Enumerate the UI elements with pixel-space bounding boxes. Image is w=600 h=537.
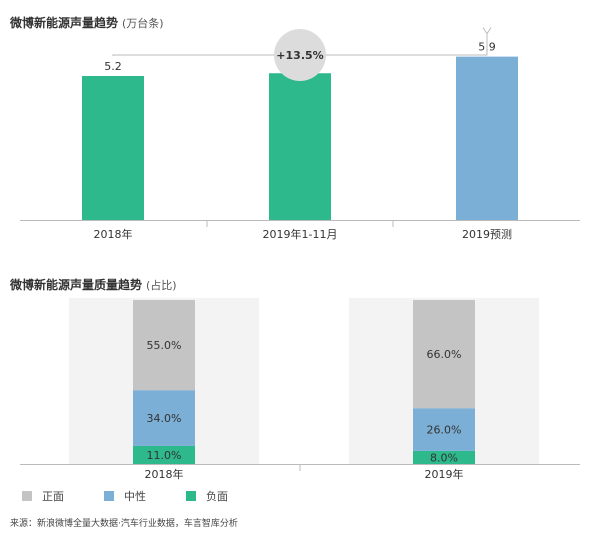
chart1-title: 微博新能源声量趋势 [10, 16, 119, 30]
chart2-data-label: 11.0% [147, 449, 182, 462]
chart1-annotation-arrowhead [482, 27, 492, 35]
legend-item: 中性 [104, 488, 146, 504]
chart1-annotation-badge [274, 29, 326, 81]
chart1-title-row: 微博新能源声量趋势 (万台条) [10, 14, 164, 31]
chart1-subtitle: (万台条) [122, 17, 164, 30]
legend-label: 正面 [42, 490, 64, 503]
chart2-category-label: 2018年 [145, 467, 184, 481]
chart2-data-label: 8.0% [430, 451, 458, 464]
chart2-category-label: 2019年 [425, 467, 464, 481]
chart1-bar [269, 73, 331, 220]
chart2-bar-segment [413, 408, 475, 451]
chart2-data-label: 66.0% [427, 348, 462, 361]
chart1-category-label: 2019年1-11月 [263, 227, 338, 241]
chart1-category-label: 2019预测 [462, 228, 512, 241]
chart2-data-label: 34.0% [147, 412, 182, 425]
legend: 正面 中性 负面 [22, 488, 228, 504]
legend-swatch [22, 491, 32, 501]
chart2-subtitle: (占比) [146, 279, 177, 292]
chart2-title-row: 微博新能源声量质量趋势 (占比) [10, 276, 177, 293]
legend-swatch [186, 491, 196, 501]
chart1-data-label: 5.2 [104, 60, 122, 73]
chart2-plot: 11.0% 34.0% 55.0% 2018年 8.0% 26.0% 66.0% 2019年 [20, 298, 580, 481]
chart2-bar-segment [133, 445, 195, 464]
legend-swatch [104, 491, 114, 501]
legend-label: 中性 [124, 490, 146, 503]
chart2-data-label: 26.0% [427, 424, 462, 437]
chart2-data-label: 55.0% [147, 339, 182, 352]
legend-item: 正面 [22, 488, 64, 504]
chart1-bar [456, 56, 518, 220]
chart2-title: 微博新能源声量质量趋势 [10, 278, 143, 292]
legend-label: 负面 [206, 490, 228, 503]
source-note: 来源：新浪微博全量大数据·汽车行业数据，车言智库分析 [10, 519, 238, 529]
chart1-category-label: 2018年 [94, 227, 133, 241]
chart2-bar-segment [413, 450, 475, 464]
legend-item: 负面 [186, 488, 228, 504]
chart1-annotation-label: +13.5% [276, 49, 323, 62]
chart2-bar-segment [133, 300, 195, 391]
chart1-bar [82, 76, 144, 220]
chart2-bar-segment [413, 300, 475, 409]
chart2-bar-segment [133, 390, 195, 446]
